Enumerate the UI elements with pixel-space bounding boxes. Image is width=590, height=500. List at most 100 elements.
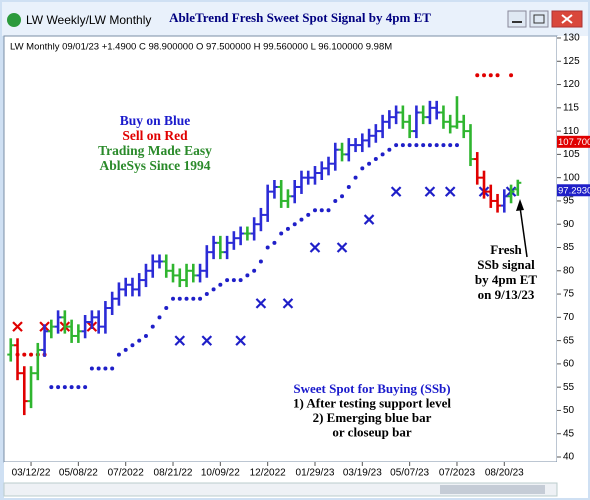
support-dot [312,208,317,213]
support-dot [238,278,243,283]
support-dot [394,143,399,148]
y-axis-area [557,36,588,462]
support-dot [150,324,155,329]
y-tick-label: 70 [563,312,575,323]
support-dot [103,366,108,371]
support-dot [143,333,148,338]
support-dot [110,366,115,371]
y-tick-label: 90 [563,219,575,230]
support-dot [225,278,230,283]
sweet-spot-note: 2) Emerging blue bar [313,410,432,425]
scroll-thumb[interactable] [440,485,545,494]
x-tick-label: 05/07/23 [390,468,429,479]
support-dot [83,385,88,390]
y-tick-label: 125 [563,56,580,67]
legend-line: Trading Made Easy [98,143,212,158]
y-tick-label: 75 [563,289,575,300]
buy-mark [174,335,186,346]
support-dot [333,198,338,203]
price-tag-label: 97.2930 [558,185,590,196]
support-dot [252,268,257,273]
buy-mark [336,242,348,253]
support-dot [56,385,61,390]
buy-mark [235,335,246,346]
support-dot [96,366,101,371]
support-dot [218,282,223,287]
sweet-spot-note: 1) After testing support level [293,395,451,410]
y-tick-label: 85 [563,242,575,253]
signal-arrow [519,206,528,258]
price-tag-label: 107.700 [558,137,590,148]
support-dot [414,143,419,148]
support-dot [76,385,81,390]
support-dot [245,273,250,278]
resistance-dot [29,352,34,357]
support-dot [427,143,432,148]
support-dot [407,143,412,148]
resistance-dot [495,73,500,78]
sweet-spot-note: Sweet Spot for Buying (SSb) [293,381,450,396]
x-tick-label: 01/29/23 [296,468,335,479]
app-icon [7,13,21,27]
buy-mark [444,186,456,197]
support-dot [400,143,405,148]
support-dot [171,296,176,301]
support-dot [272,240,277,245]
x-tick-label: 03/12/22 [12,468,51,479]
window-label: LW Weekly/LW Monthly [26,13,151,27]
buy-mark [363,214,375,225]
scrollbar[interactable] [3,482,558,497]
support-dot [434,143,439,148]
support-dot [204,292,209,297]
x-tick-label: 07/2023 [439,468,476,479]
support-dot [319,208,324,213]
support-dot [454,143,459,148]
resistance-dot [488,73,493,78]
support-dot [387,147,392,152]
signal-note: SSb signal [477,257,535,272]
maximize-button[interactable] [529,10,549,28]
resistance-dot [509,73,514,78]
support-dot [231,278,236,283]
support-dot [62,385,67,390]
support-dot [191,296,196,301]
title-bar [2,2,588,36]
support-dot [421,143,426,148]
legend-line: Sell on Red [122,128,188,143]
chart-title: AbleTrend Fresh Sweet Spot Signal by 4pm… [169,10,431,25]
y-tick-label: 80 [563,265,575,276]
y-tick-label: 55 [563,382,575,393]
maximize-icon [533,14,545,24]
support-dot [326,208,331,213]
support-dot [116,352,121,357]
support-dot [285,226,290,231]
buy-mark [424,186,436,197]
support-dot [353,175,358,180]
support-dot [123,347,128,352]
price-tag [557,184,590,197]
buy-mark [282,298,294,309]
y-tick-label: 50 [563,405,575,416]
support-dot [360,166,365,171]
close-icon [561,14,573,24]
support-dot [130,343,135,348]
support-dot [373,157,378,162]
resistance-dot [482,73,487,78]
minimize-button[interactable] [507,10,527,28]
legend-line: Buy on Blue [120,113,191,128]
signal-note: by 4pm ET [475,272,537,287]
support-dot [292,222,297,227]
support-dot [69,385,74,390]
y-tick-label: 45 [563,428,575,439]
x-tick-label: 08/20/23 [485,468,524,479]
resistance-dot [475,73,480,78]
support-dot [346,184,351,189]
info-line: LW Monthly 09/01/23 +1.4900 C 98.900000 … [10,42,392,53]
arrow-head [516,199,524,211]
plot-area [3,35,558,463]
support-dot [258,259,263,264]
x-tick-label: 08/21/22 [154,468,193,479]
support-dot [198,296,203,301]
support-dot [164,306,169,311]
